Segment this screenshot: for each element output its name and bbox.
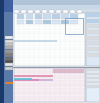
Bar bbox=[86, 53, 99, 57]
Bar bbox=[34, 20, 42, 24]
Bar bbox=[42, 10, 47, 13]
Bar bbox=[86, 13, 100, 66]
Bar bbox=[4, 0, 13, 103]
Bar bbox=[17, 20, 24, 24]
Bar bbox=[4, 46, 12, 49]
Bar bbox=[52, 20, 60, 24]
Bar bbox=[14, 40, 57, 42]
Bar bbox=[26, 20, 33, 24]
Bar bbox=[4, 0, 13, 12]
Bar bbox=[53, 69, 84, 73]
Bar bbox=[4, 36, 12, 39]
Bar bbox=[65, 18, 83, 34]
Bar bbox=[49, 10, 54, 13]
Bar bbox=[4, 43, 12, 46]
Bar bbox=[26, 14, 33, 19]
Bar bbox=[14, 10, 19, 13]
Bar bbox=[43, 20, 51, 24]
Bar bbox=[86, 73, 99, 75]
Bar bbox=[52, 14, 60, 19]
Bar bbox=[86, 68, 100, 102]
Bar bbox=[43, 14, 51, 19]
Bar bbox=[39, 79, 53, 81]
Bar bbox=[0, 0, 4, 103]
Bar bbox=[4, 50, 12, 53]
Bar bbox=[4, 63, 12, 66]
Bar bbox=[13, 0, 100, 5]
Bar bbox=[4, 60, 12, 63]
Bar bbox=[70, 20, 78, 24]
Bar bbox=[70, 10, 75, 13]
Bar bbox=[86, 77, 99, 79]
Bar bbox=[86, 36, 99, 40]
Bar bbox=[28, 10, 33, 13]
Bar bbox=[34, 14, 42, 19]
Bar bbox=[4, 53, 12, 56]
Bar bbox=[86, 24, 99, 28]
Bar bbox=[86, 19, 99, 23]
Bar bbox=[35, 10, 40, 13]
Bar bbox=[86, 30, 99, 34]
Bar bbox=[21, 10, 26, 13]
Bar bbox=[86, 41, 99, 45]
Bar bbox=[4, 40, 12, 43]
Bar bbox=[4, 82, 12, 84]
Bar bbox=[14, 68, 85, 102]
Bar bbox=[86, 81, 99, 83]
Bar bbox=[13, 0, 100, 103]
Bar bbox=[86, 85, 99, 88]
Bar bbox=[13, 5, 100, 9]
Bar bbox=[70, 14, 78, 19]
Bar bbox=[61, 14, 69, 19]
Bar bbox=[86, 13, 99, 17]
Bar bbox=[14, 13, 85, 66]
Bar bbox=[86, 68, 99, 71]
Bar bbox=[77, 10, 82, 13]
Bar bbox=[86, 47, 99, 51]
Bar bbox=[56, 10, 61, 13]
Bar bbox=[14, 78, 32, 80]
Bar bbox=[14, 79, 39, 81]
Bar bbox=[63, 10, 68, 13]
Bar bbox=[61, 20, 69, 24]
Bar bbox=[14, 75, 53, 77]
Bar bbox=[17, 14, 24, 19]
Bar bbox=[13, 9, 100, 13]
Bar bbox=[4, 67, 12, 70]
Bar bbox=[4, 57, 12, 60]
